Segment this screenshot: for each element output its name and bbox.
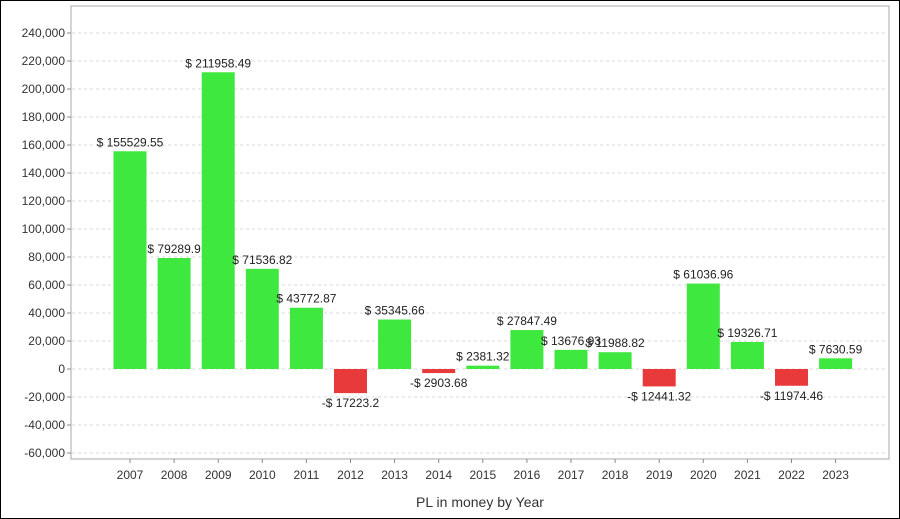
data-label: -$ 17223.2	[322, 396, 380, 410]
data-label: $ 19326.71	[717, 326, 777, 340]
bar	[157, 257, 191, 369]
data-label: $ 2381.32	[456, 350, 510, 364]
grid-lines	[72, 32, 888, 454]
data-label: $ 35345.66	[365, 304, 425, 318]
data-label: -$ 2903.68	[410, 376, 468, 390]
bar	[730, 341, 764, 369]
data-label: $ 211958.49	[185, 56, 251, 70]
data-label: $ 61036.96	[673, 268, 733, 282]
bar	[289, 307, 323, 369]
x-axis-title: PL in money by Year	[416, 494, 544, 510]
y-tick-label: 200,000	[22, 82, 66, 96]
x-tick-label: 2007	[117, 468, 144, 482]
y-tick-label: 180,000	[22, 110, 66, 124]
x-axis: 2007 2008 2009 2010 2011 2012 2013 2014 2015 2016…	[117, 459, 849, 482]
data-label: $ 27847.49	[497, 314, 557, 328]
data-label: -$ 12441.32	[627, 389, 691, 403]
y-tick-label: 20,000	[28, 334, 65, 348]
data-label: $ 71536.82	[232, 253, 292, 267]
y-tick-label: 120,000	[22, 194, 66, 208]
x-tick-label: 2016	[514, 468, 541, 482]
x-tick-label: 2023	[822, 468, 849, 482]
bar	[245, 268, 279, 369]
bar	[510, 330, 544, 369]
y-tick-label: 160,000	[22, 138, 66, 152]
x-tick-label: 2013	[381, 468, 408, 482]
bar	[466, 365, 500, 369]
bar	[201, 72, 235, 369]
data-label: -$ 11974.46	[760, 389, 823, 403]
y-tick-label: 60,000	[28, 278, 65, 292]
data-label: $ 155529.55	[97, 135, 164, 149]
x-tick-label: 2019	[646, 468, 673, 482]
bar	[113, 151, 147, 369]
x-tick-label: 2008	[161, 468, 188, 482]
y-tick-label: 220,000	[22, 54, 66, 68]
x-tick-label: 2010	[249, 468, 276, 482]
bar	[686, 283, 720, 369]
bar	[422, 369, 456, 374]
y-axis: 240,000 220,000 200,000 180,000 160,000 140,0…	[22, 26, 71, 460]
x-tick-label: 2011	[293, 468, 319, 482]
bar	[819, 358, 853, 369]
x-tick-label: 2022	[778, 468, 805, 482]
x-tick-label: 2012	[337, 468, 364, 482]
x-tick-label: 2018	[602, 468, 629, 482]
data-label: $ 7630.59	[809, 342, 863, 356]
bars	[113, 72, 853, 394]
data-label: $ 11988.82	[586, 336, 645, 350]
x-tick-label: 2009	[205, 468, 232, 482]
x-tick-label: 2014	[425, 468, 452, 482]
bar	[554, 349, 588, 369]
bar	[775, 369, 808, 386]
y-tick-label: 100,000	[22, 222, 66, 236]
y-tick-label: -20,000	[24, 390, 65, 404]
x-tick-label: 2017	[558, 468, 585, 482]
data-label: $ 13676.93	[541, 334, 601, 348]
y-tick-label: 40,000	[28, 306, 65, 320]
data-label: $ 79289.9	[147, 242, 201, 256]
y-tick-label: 0	[58, 362, 65, 376]
x-tick-label: 2020	[690, 468, 717, 482]
y-tick-label: -40,000	[24, 418, 65, 432]
bar	[642, 369, 676, 387]
y-tick-label: -60,000	[24, 446, 65, 460]
data-labels: $ 155529.55 $ 79289.9 $ 211958.49 $ 71536.8…	[97, 56, 863, 410]
bar	[598, 352, 632, 369]
bar	[378, 319, 412, 369]
x-tick-label: 2015	[469, 468, 496, 482]
y-tick-label: 140,000	[22, 166, 66, 180]
data-label: $ 43772.87	[276, 292, 336, 306]
x-tick-label: 2021	[734, 468, 761, 482]
bar	[334, 369, 367, 394]
y-tick-label: 240,000	[22, 26, 66, 40]
y-tick-label: 80,000	[28, 250, 65, 264]
